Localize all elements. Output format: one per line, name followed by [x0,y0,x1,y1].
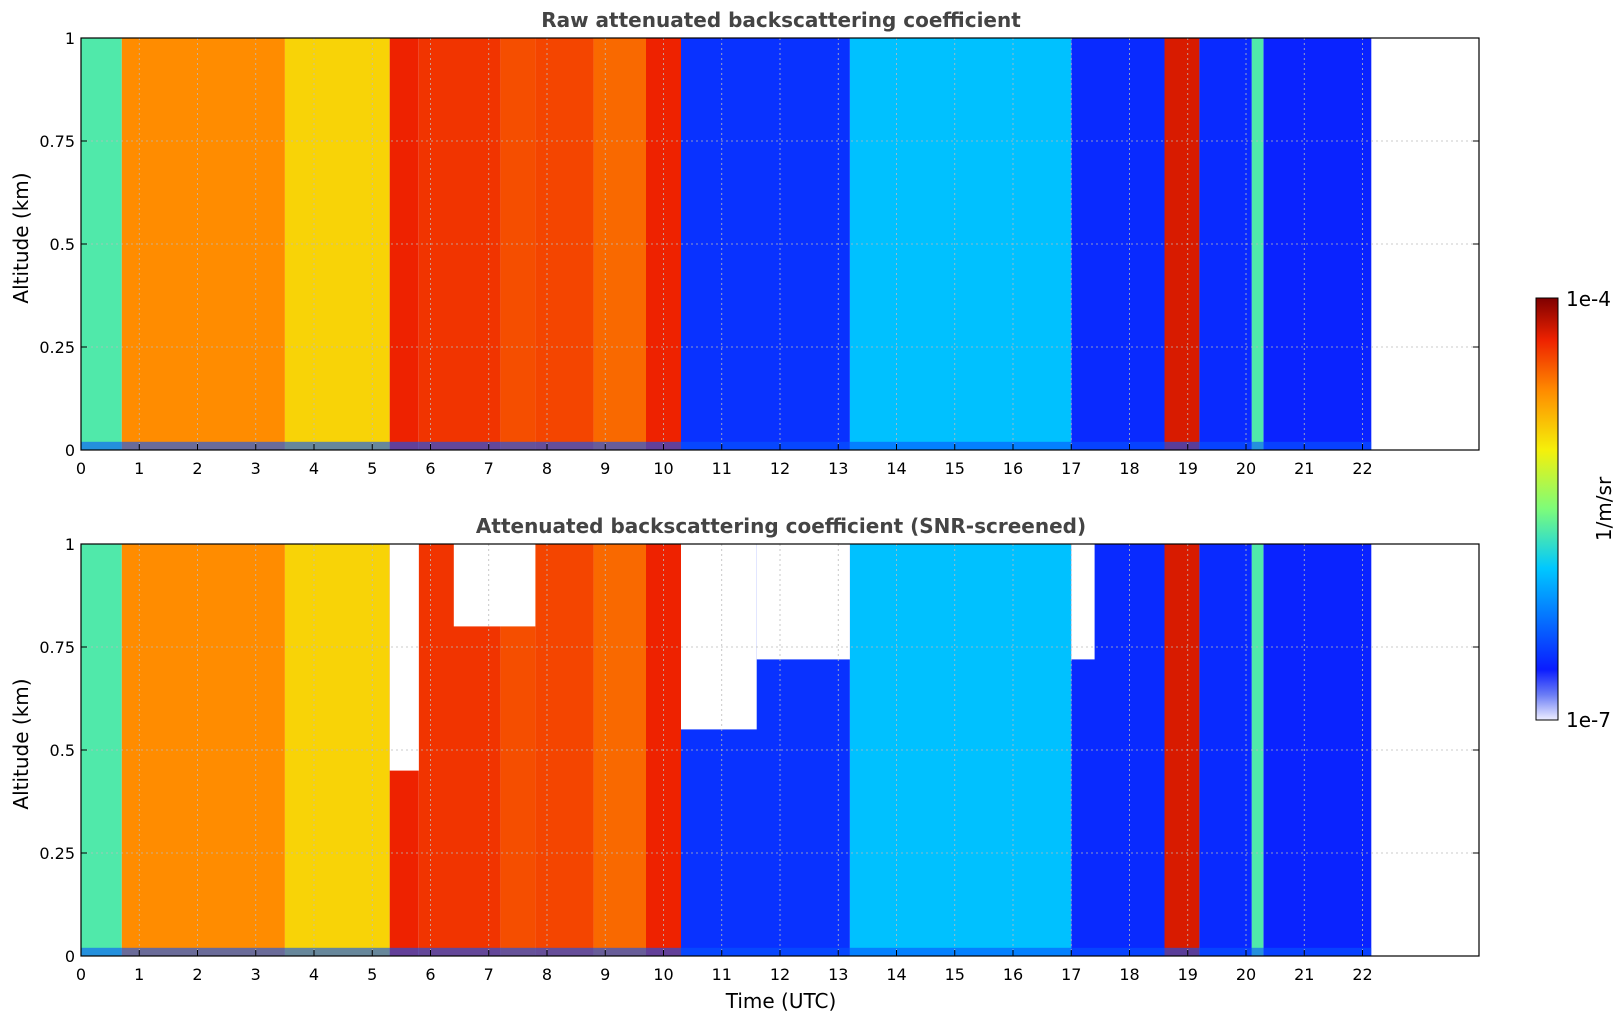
x-tick-label: 8 [542,459,552,478]
x-tick-label: 3 [251,965,261,984]
heatmap-column [389,38,419,450]
x-tick-label: 4 [309,459,319,478]
heatmap-column [535,544,594,956]
x-tick-label: 11 [712,965,732,984]
screened-region [756,544,850,660]
screened-region [453,544,536,627]
x-tick-label: 9 [600,459,610,478]
x-tick-label: 6 [425,459,435,478]
y-tick-label: 0.5 [50,741,75,760]
x-tick-label: 21 [1294,965,1314,984]
heatmap-column [1199,38,1252,450]
x-tick-label: 16 [1003,459,1023,478]
panel-2-grid [80,543,1479,957]
x-tick-label: 0 [76,459,86,478]
y-tick-label: 0 [65,947,75,966]
x-tick-label: 13 [828,965,848,984]
screened-region [681,544,757,730]
x-tick-label: 15 [945,965,965,984]
panel-1-title: Raw attenuated backscattering coefficien… [541,8,1021,32]
x-tick-label: 22 [1352,965,1372,984]
x-tick-label: 2 [192,965,202,984]
y-tick-label: 0.25 [39,338,75,357]
x-tick-label: 17 [1061,965,1081,984]
x-tick-label: 10 [653,965,673,984]
heatmap-surface-band [81,441,1372,450]
panel-1-ylabel: Altitude (km) [9,172,33,303]
x-tick-label: 19 [1178,965,1198,984]
x-tick-label: 15 [945,459,965,478]
panel-1-yticks: 0 0.25 0.5 0.75 1 [39,29,1479,460]
panel-2-title: Attenuated backscattering coefficient (S… [476,514,1086,538]
x-tick-label: 8 [542,965,552,984]
x-tick-label: 6 [425,965,435,984]
x-tick-label: 0 [76,965,86,984]
x-tick-label: 18 [1119,965,1139,984]
heatmap-surface-band [81,947,1372,956]
x-tick-label: 20 [1236,965,1256,984]
x-tick-label: 22 [1352,459,1372,478]
x-tick-label: 14 [886,965,906,984]
y-tick-label: 0.25 [39,844,75,863]
x-tick-label: 10 [653,459,673,478]
heatmap-column [535,38,594,450]
colorbar-max-label: 1e-4 [1566,287,1611,311]
x-tick-label: 5 [367,965,377,984]
x-tick-label: 12 [770,965,790,984]
x-tick-label: 19 [1178,459,1198,478]
y-tick-label: 1 [65,29,75,48]
y-tick-label: 1 [65,535,75,554]
y-tick-label: 0.75 [39,132,75,151]
colorbar-min-label: 1e-7 [1566,708,1611,732]
x-tick-label: 7 [484,459,494,478]
x-tick-label: 1 [134,965,144,984]
heatmap-column [849,544,1072,956]
x-tick-label: 7 [484,965,494,984]
panel-raw: Raw attenuated backscattering coefficien… [9,8,1480,478]
x-tick-label: 1 [134,459,144,478]
x-tick-label: 5 [367,459,377,478]
x-tick-label: 12 [770,459,790,478]
colorbar: 1e-4 1e-7 1/m/sr [1535,287,1616,732]
x-tick-label: 14 [886,459,906,478]
x-tick-label: 13 [828,459,848,478]
colorbar-units-label: 1/m/sr [1592,476,1616,541]
heatmap-column [849,38,1072,450]
panel-2-xlabel: Time (UTC) [725,989,837,1013]
colorbar-gradient [1535,297,1559,721]
x-tick-label: 16 [1003,965,1023,984]
screened-region [389,544,419,771]
panel-1-xticks: 0 1 2 3 4 5 6 7 8 9 10 11 12 13 14 15 16 17 18 19 20 21 22 [76,444,1373,478]
x-tick-label: 11 [712,459,732,478]
x-tick-label: 4 [309,965,319,984]
x-tick-label: 20 [1236,459,1256,478]
x-tick-label: 3 [251,459,261,478]
panel-2-xticks: 0 1 2 3 4 5 6 7 8 9 10 11 12 13 14 15 16 17 18 19 20 21 22 [76,950,1373,984]
y-tick-label: 0.75 [39,638,75,657]
heatmap-column [1199,544,1252,956]
panel-2-ylabel: Altitude (km) [9,678,33,809]
panel-screened: Attenuated backscattering coefficient (S… [9,514,1480,1013]
x-tick-label: 9 [600,965,610,984]
y-tick-label: 0.5 [50,235,75,254]
x-tick-label: 21 [1294,459,1314,478]
x-tick-label: 18 [1119,459,1139,478]
x-tick-label: 17 [1061,459,1081,478]
panel-2-yticks: 0 0.25 0.5 0.75 1 [39,535,1479,966]
screened-region [1071,544,1095,660]
y-tick-label: 0 [65,441,75,460]
x-tick-label: 2 [192,459,202,478]
